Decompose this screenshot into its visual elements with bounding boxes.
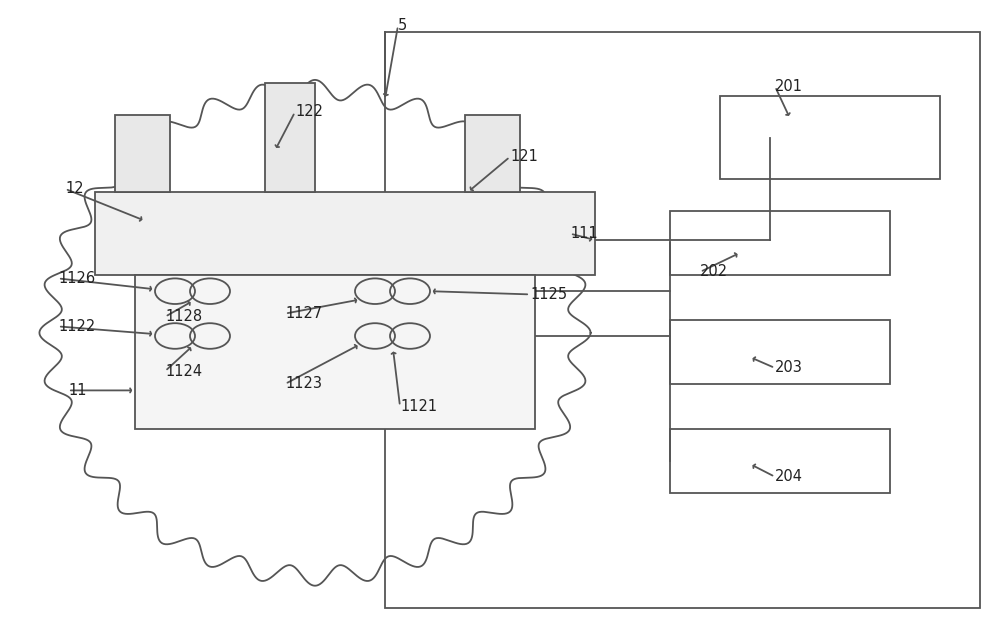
Text: 122: 122 bbox=[295, 104, 323, 120]
Bar bbox=[135, 275, 535, 429]
Text: 121: 121 bbox=[510, 149, 538, 164]
Text: 1121: 1121 bbox=[400, 399, 437, 414]
Bar bbox=[95, 192, 595, 275]
Bar bbox=[385, 32, 980, 608]
Text: 1126: 1126 bbox=[58, 271, 95, 286]
Text: 12: 12 bbox=[65, 181, 84, 196]
Text: 1125: 1125 bbox=[530, 287, 567, 302]
Text: 203: 203 bbox=[775, 360, 803, 376]
Text: 1127: 1127 bbox=[285, 306, 322, 321]
Text: 5: 5 bbox=[398, 18, 407, 33]
Text: 204: 204 bbox=[775, 469, 803, 484]
Text: 1128: 1128 bbox=[165, 309, 202, 324]
Bar bbox=[265, 83, 315, 192]
Bar bbox=[465, 115, 520, 192]
Text: 111: 111 bbox=[570, 226, 598, 241]
Text: 201: 201 bbox=[775, 79, 803, 94]
Bar bbox=[115, 115, 170, 192]
Text: 1123: 1123 bbox=[285, 376, 322, 392]
Bar bbox=[670, 211, 890, 275]
Text: 202: 202 bbox=[700, 264, 728, 280]
Bar bbox=[720, 96, 940, 179]
Text: 1124: 1124 bbox=[165, 364, 202, 379]
Bar bbox=[670, 429, 890, 493]
Text: 1122: 1122 bbox=[58, 319, 95, 334]
Bar bbox=[670, 320, 890, 384]
Text: 11: 11 bbox=[68, 383, 87, 398]
